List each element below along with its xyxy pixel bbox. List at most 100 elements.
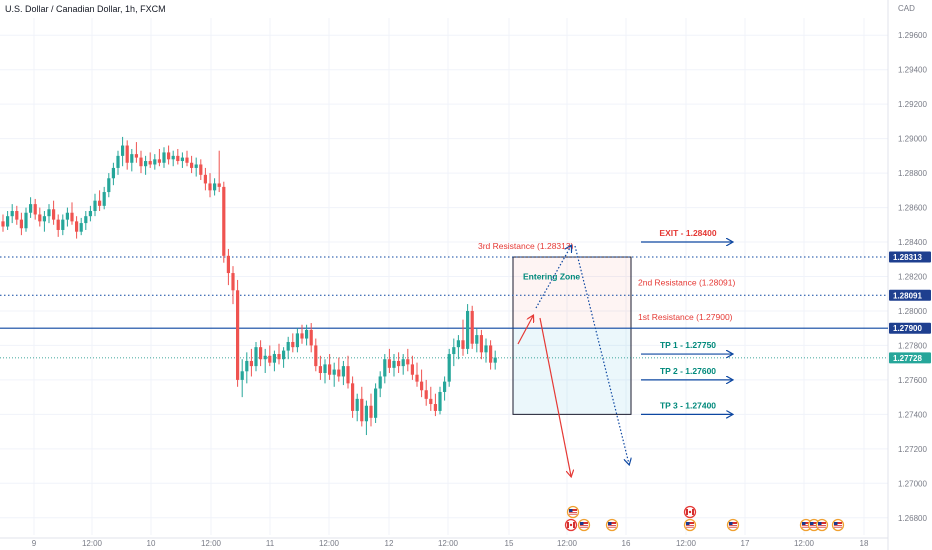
resistance-levels[interactable]: 3rd Resistance (1.28313) 2nd Resistance (… (0, 241, 888, 359)
projection-arrows[interactable] (517, 245, 629, 476)
candle-body (305, 329, 309, 339)
candle-body (167, 152, 171, 160)
price-tag-label: 1.28313 (893, 253, 922, 262)
candle-body (148, 161, 152, 165)
candle-body (162, 152, 166, 163)
candle-body (15, 211, 19, 220)
reversal-projection-arrow[interactable] (574, 245, 629, 464)
x-tick-label: 12:00 (438, 539, 459, 548)
x-tick-label: 12:00 (201, 539, 222, 548)
candle-body (93, 200, 97, 212)
y-tick-label: 1.28200 (898, 273, 927, 282)
candle-body (489, 345, 493, 363)
us-flag-icon[interactable] (831, 518, 845, 532)
candle-body (309, 329, 313, 346)
economic-events[interactable] (564, 505, 845, 532)
down-projection-arrow[interactable] (539, 317, 571, 476)
y-tick-label: 1.27400 (898, 410, 927, 419)
candle-body (217, 183, 221, 187)
candle-body (226, 255, 230, 274)
candle-body (107, 178, 111, 193)
candle-body (203, 174, 207, 184)
candle-body (249, 360, 253, 367)
candle-body (47, 209, 51, 217)
y-tick-label: 1.29400 (898, 66, 927, 75)
candle-body (139, 157, 143, 167)
candle-body (70, 212, 74, 222)
candle-body (75, 221, 79, 232)
candle-body (443, 381, 447, 392)
candle-body (6, 216, 10, 227)
candle-body (295, 333, 299, 348)
us-flag-icon[interactable] (577, 518, 591, 532)
candle-body (102, 192, 106, 206)
us-flag-icon[interactable] (815, 518, 829, 532)
candle-body (479, 335, 483, 353)
grid (0, 0, 889, 550)
candle-body (240, 371, 244, 380)
y-tick-label: 1.27200 (898, 445, 927, 454)
candle-body (461, 340, 465, 349)
entering-zone-box[interactable]: Entering Zone (512, 256, 632, 415)
candle-body (245, 360, 249, 372)
candle-body (185, 157, 189, 163)
us-flag-icon[interactable] (566, 505, 580, 519)
x-tick-label: 16 (622, 539, 631, 548)
us-flag-icon[interactable] (726, 518, 740, 532)
candle-body (65, 212, 69, 220)
candle-body (346, 366, 350, 384)
x-tick-label: 12:00 (82, 539, 103, 548)
candle-body (231, 273, 235, 291)
candle-body (323, 364, 327, 374)
us-flag-icon[interactable] (683, 518, 697, 532)
candle-body (52, 209, 56, 220)
candle-body (369, 405, 373, 418)
candle-body (493, 357, 497, 363)
x-tick-label: 12:00 (319, 539, 340, 548)
x-tick-label: 17 (741, 539, 750, 548)
candle-body (374, 388, 378, 418)
candle-body (438, 391, 442, 411)
price-tag-label: 1.28091 (893, 291, 922, 300)
candle-body (314, 345, 318, 367)
candle-body (341, 366, 345, 377)
up-projection-arrow[interactable] (535, 246, 571, 309)
entry-arrow[interactable] (517, 316, 533, 345)
candle-body (199, 164, 203, 175)
currency-label: CAD (898, 4, 915, 13)
candle-body (33, 204, 37, 215)
candle-body (360, 398, 364, 422)
x-tick-label: 11 (266, 539, 275, 548)
candle-body (351, 383, 355, 411)
candle-body (282, 350, 286, 360)
candle-body (254, 347, 258, 367)
target-labels[interactable]: EXIT - 1.28400 TP 1 - 1.27750 TP 2 - 1.276… (641, 228, 732, 414)
price-tag (889, 289, 931, 301)
canada-flag-icon[interactable] (564, 518, 578, 532)
us-flag-icon[interactable] (605, 518, 619, 532)
candle-body (19, 219, 23, 229)
candle-body (125, 145, 129, 163)
candle-body (401, 359, 405, 367)
y-tick-label: 1.28600 (898, 204, 927, 213)
candle-body (98, 200, 102, 206)
candle-body (387, 359, 391, 368)
candle-body (153, 159, 157, 165)
candle-body (433, 404, 437, 411)
candle-body (116, 155, 120, 168)
candle-body (56, 219, 60, 230)
y-tick-label: 1.27000 (898, 479, 927, 488)
y-axis[interactable]: 1.29600 1.29400 1.29200 1.29000 1.28800 1.286… (898, 31, 927, 523)
y-tick-label: 1.29000 (898, 135, 927, 144)
x-tick-label: 18 (860, 539, 869, 548)
candle-body (61, 219, 65, 230)
resistance-label: 1st Resistance (1.27900) (638, 312, 733, 322)
price-tag-label: 1.27728 (893, 354, 922, 363)
candle-body (378, 376, 382, 389)
candle-body (355, 398, 359, 411)
x-axis[interactable]: 9 12:00 10 12:00 11 12:00 12 12:00 15 12:00 16 12:0… (32, 539, 869, 548)
candle-body (484, 345, 488, 353)
canada-flag-icon[interactable] (683, 505, 697, 519)
candle-body (88, 211, 92, 217)
